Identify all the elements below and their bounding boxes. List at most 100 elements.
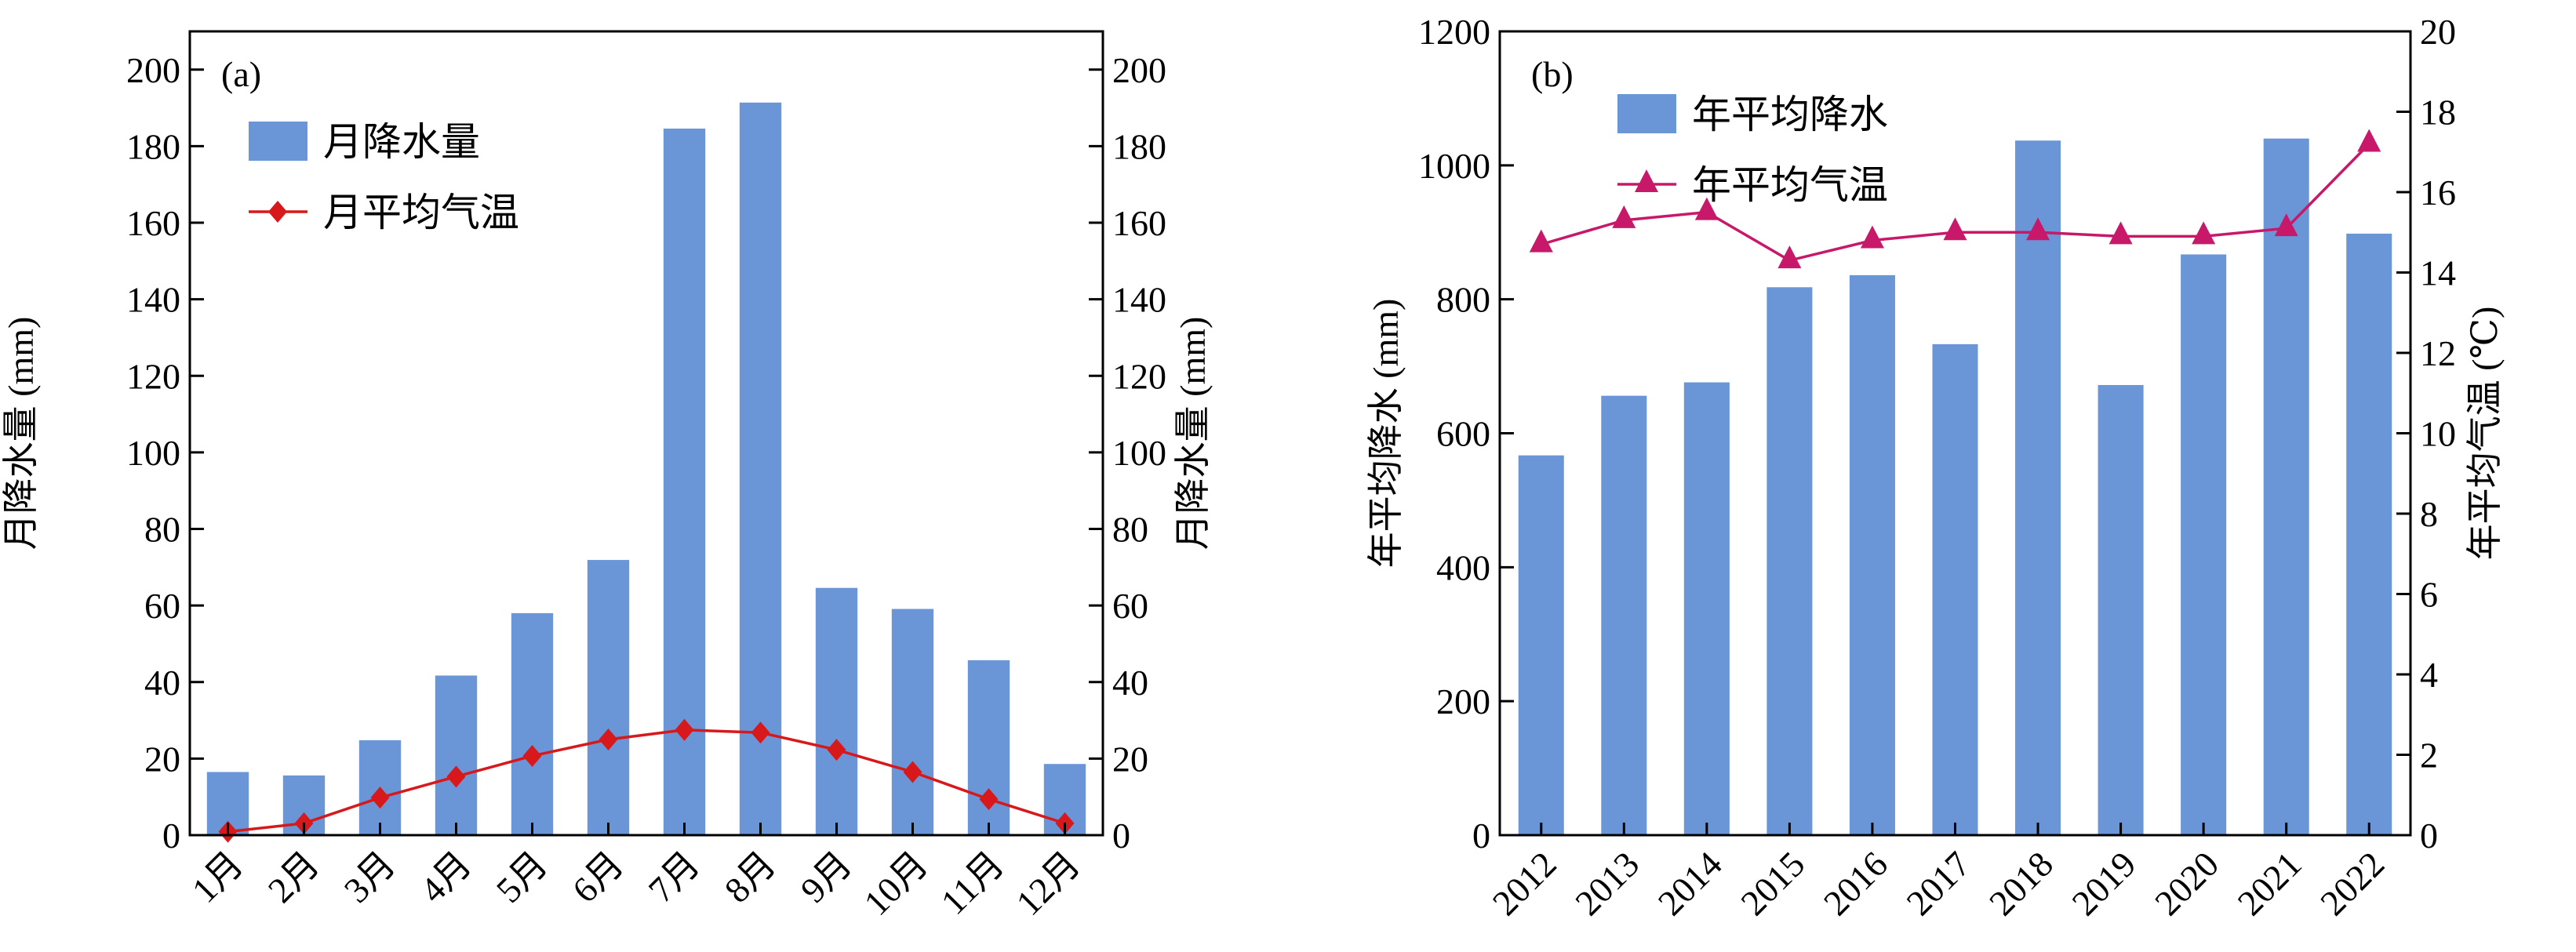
bar-2019 [2098,385,2144,835]
y-tick-label: 0 [1472,816,1490,856]
point-2021 [2274,213,2298,237]
bar-2015 [1766,287,1813,836]
y-right-tick-label: 60 [1112,586,1148,626]
y-tick-label: 600 [1436,414,1490,454]
y-tick-label: 1000 [1418,146,1490,186]
y-tick-label: 40 [144,663,180,703]
point-2016 [1860,225,1884,249]
point-9月 [827,739,846,761]
legend-marker [1635,169,1658,192]
bar-4月 [435,675,478,835]
point-6月 [599,728,618,750]
x-tick-label: 8月 [717,844,784,910]
series-line [227,729,1066,834]
point-5月 [522,744,542,767]
y-right-tick-label: 20 [1112,739,1148,779]
y-axis-right-title: 月降水量 (mm) [1173,317,1213,550]
x-tick-label: 4月 [413,844,479,910]
bar-2020 [2181,254,2227,835]
x-tick-label: 2月 [260,844,327,910]
bar-5月 [511,612,554,835]
point-2017 [1943,217,1967,241]
x-tick-label: 7月 [641,844,708,910]
x-tick-label: 12月 [1008,844,1087,923]
bar-2017 [1932,343,1978,835]
point-2015 [1777,245,1802,269]
legend-label: 月降水量 [323,120,480,164]
point-2022 [2357,129,2381,152]
y-tick-label: 200 [1436,681,1490,721]
legend-label: 月平均气温 [323,191,519,234]
bar-2021 [2263,138,2309,835]
y-tick-label: 800 [1436,280,1490,320]
y-right-tick-label: 20 [2420,12,2456,52]
chart-panel-a: 0 20 40 60 80 100 120 140 160 180 200 0 20 40 60 80 100 1… [1,30,1213,923]
x-tick-label: 2016 [1816,844,1895,923]
bar-2014 [1683,382,1730,835]
y-right-tick-label: 80 [1112,510,1148,550]
x-tick-label: 2015 [1733,844,1812,923]
legend-label: 年平均气温 [1692,163,1888,207]
x-tick-label: 9月 [793,844,860,910]
point-11月 [979,788,999,811]
y-axis-title: 年平均降水 (mm) [1366,299,1406,569]
y-right-tick-label: 40 [1112,663,1148,703]
y-right-tick-label: 180 [1112,126,1166,166]
x-tick-label: 2021 [2230,844,2309,923]
y-right-tick-label: 18 [2420,93,2456,133]
y-right-tick-label: 0 [2420,816,2438,856]
point-10月 [903,761,922,783]
y-right-tick-label: 2 [2420,736,2438,776]
point-2012 [1529,229,1553,253]
chart-panel-b: 0200400600800100012000246810121416182020… [1366,12,2505,923]
point-2019 [2108,221,2133,245]
y-right-tick-label: 120 [1112,356,1166,396]
bar-2018 [2015,140,2061,835]
legend-marker [268,201,287,223]
point-4月 [446,765,466,788]
point-2020 [2192,221,2216,245]
y-tick-label: 20 [144,739,180,779]
point-2013 [1612,205,1636,228]
y-right-tick-label: 16 [2420,173,2456,213]
x-tick-label: 2019 [2065,844,2144,923]
y-right-tick-label: 200 [1112,50,1166,90]
x-tick-label: 6月 [565,844,631,910]
panel-label: (a) [221,54,261,94]
y-axis-right-title: 年平均气温 (℃) [2465,307,2505,561]
bar-8月 [739,102,782,836]
x-tick-label: 2013 [1567,844,1646,923]
bar-2013 [1601,395,1647,836]
x-tick-label: 2012 [1485,844,1564,923]
y-tick-label: 400 [1436,547,1490,587]
y-right-tick-label: 6 [2420,575,2438,615]
bar-6月 [587,560,630,835]
y-tick-label: 80 [144,510,180,550]
x-tick-label: 2014 [1650,844,1730,923]
y-tick-label: 0 [162,816,180,856]
x-tick-label: 2022 [2312,844,2392,923]
x-tick-label: 3月 [337,844,403,910]
y-right-tick-label: 160 [1112,203,1166,243]
y-tick-label: 160 [126,203,180,243]
y-right-tick-label: 12 [2420,333,2456,373]
y-tick-label: 100 [126,433,180,473]
plot-frame [188,30,1104,837]
point-7月 [675,718,694,741]
x-tick-label: 11月 [933,844,1012,922]
legend-swatch-bar [249,122,307,161]
y-right-tick-label: 140 [1112,280,1166,320]
bar-2022 [2346,233,2392,835]
x-tick-label: 2020 [2147,844,2226,923]
y-tick-label: 140 [126,280,180,320]
legend-swatch-bar [1617,94,1676,133]
legend-label: 年平均降水 [1692,93,1888,136]
x-tick-label: 10月 [856,844,935,923]
point-8月 [751,721,770,744]
y-tick-label: 120 [126,356,180,396]
series-line [1541,143,2370,262]
y-axis-title: 月降水量 (mm) [1,317,41,550]
y-tick-label: 180 [126,126,180,166]
